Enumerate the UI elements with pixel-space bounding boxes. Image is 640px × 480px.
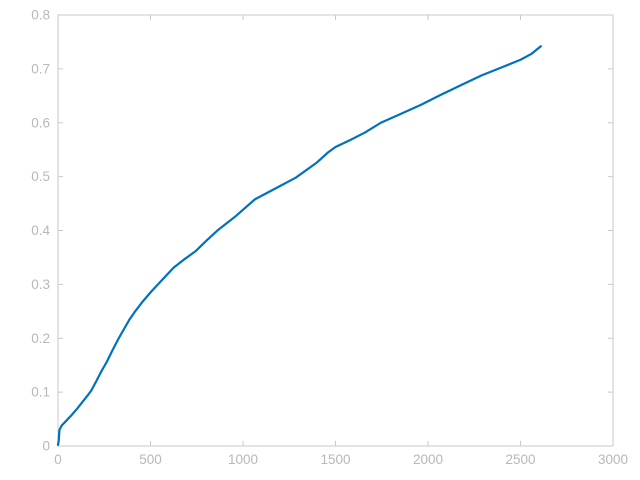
y-tick-label: 0.8 [31, 8, 50, 23]
x-tick-label: 500 [139, 452, 162, 467]
y-tick-label: 0.2 [31, 331, 50, 346]
y-tick-label: 0.7 [31, 61, 50, 76]
data-series-line [56, 45, 542, 447]
x-tick-label: 0 [54, 452, 62, 467]
y-tick-label: 0.5 [31, 169, 50, 184]
x-tick-label: 3000 [598, 452, 628, 467]
y-tick-label: 0 [42, 439, 50, 454]
x-tick-label: 1500 [320, 452, 350, 467]
x-tick-label: 2000 [413, 452, 443, 467]
y-tick-label: 0.6 [31, 115, 50, 130]
y-tick-label: 0.1 [31, 385, 50, 400]
y-tick-label: 0.3 [31, 277, 50, 292]
y-tick-label: 0.4 [31, 223, 50, 238]
x-tick-label: 1000 [228, 452, 258, 467]
plot-border [57, 14, 614, 447]
x-tick-label: 2500 [505, 452, 535, 467]
